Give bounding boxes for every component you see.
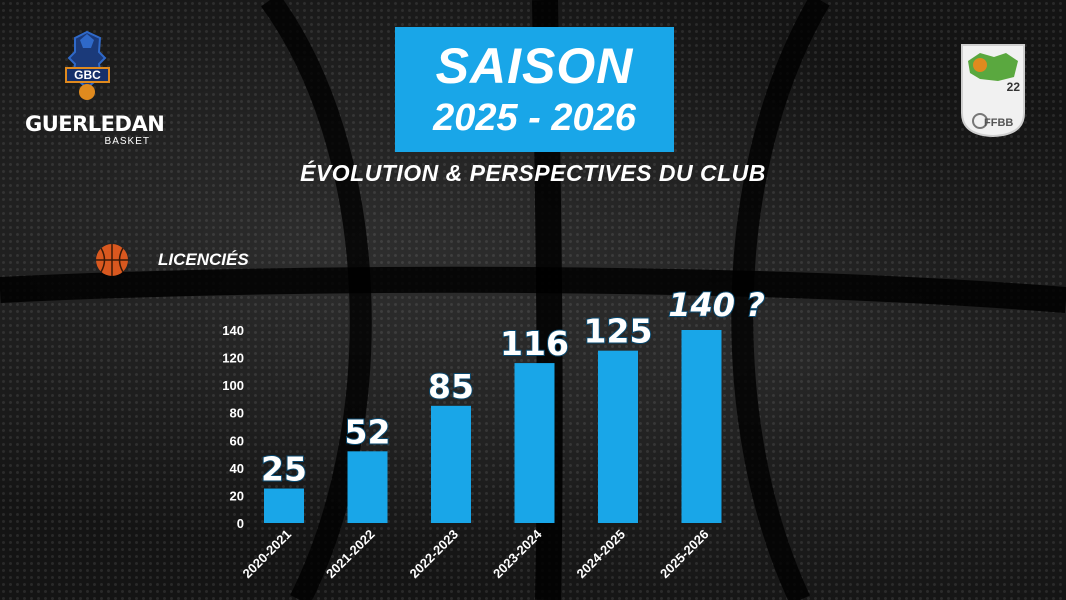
- category-label: 2023-2024: [490, 526, 545, 581]
- category-label: 2025-2026: [657, 527, 712, 582]
- club-name: GUERLEDAN: [25, 112, 165, 136]
- y-tick-label: 20: [230, 488, 244, 503]
- y-tick-label: 140: [222, 323, 244, 338]
- y-tick-label: 80: [230, 406, 244, 421]
- y-tick-label: 40: [230, 461, 244, 476]
- committee-logo: 22 FFBB: [958, 43, 1028, 138]
- bar: [598, 350, 638, 523]
- category-label: 2020-2021: [240, 527, 295, 582]
- data-label: 52: [345, 412, 391, 451]
- category-label: 2024-2025: [574, 527, 629, 582]
- y-tick-label: 60: [230, 433, 244, 448]
- bar: [514, 363, 555, 523]
- title-box: SAISON 2025 - 2026: [395, 27, 674, 152]
- series-label: LICENCIÉS: [158, 250, 249, 269]
- page-subtitle: ÉVOLUTION & PERSPECTIVES DU CLUB: [300, 160, 766, 186]
- data-label: 25: [261, 450, 307, 489]
- federation-name: FFBB: [984, 117, 1014, 129]
- bar: [264, 488, 304, 523]
- dragon-shield-icon: [65, 30, 110, 100]
- committee-shield-icon: [961, 44, 1025, 138]
- committee-number: 22: [1006, 80, 1020, 94]
- category-label: 2021-2022: [323, 527, 378, 582]
- data-label: 116: [500, 324, 569, 363]
- bar: [431, 405, 471, 523]
- basketball-icon: [96, 244, 128, 276]
- licencies-bar-chart: 0 20 40 60 80 100 120 140 25 2020-2021 52 2021-2022…: [222, 285, 765, 582]
- club-initials: GBC: [74, 68, 101, 82]
- data-label: 140 ?: [668, 286, 765, 324]
- data-label: 85: [428, 367, 474, 406]
- category-label: 2022-2023: [407, 527, 462, 582]
- page-title: SAISON: [435, 38, 634, 94]
- y-tick-label: 0: [237, 516, 244, 531]
- y-tick-label: 120: [222, 351, 244, 366]
- club-logo: GBC GUERLEDAN BASKET: [25, 30, 165, 155]
- bar: [681, 330, 722, 523]
- y-tick-label: 100: [222, 378, 244, 393]
- page-title-years: 2025 - 2026: [433, 97, 636, 139]
- club-sub: BASKET: [104, 136, 150, 147]
- bar: [347, 451, 388, 523]
- data-label: 125: [584, 312, 653, 351]
